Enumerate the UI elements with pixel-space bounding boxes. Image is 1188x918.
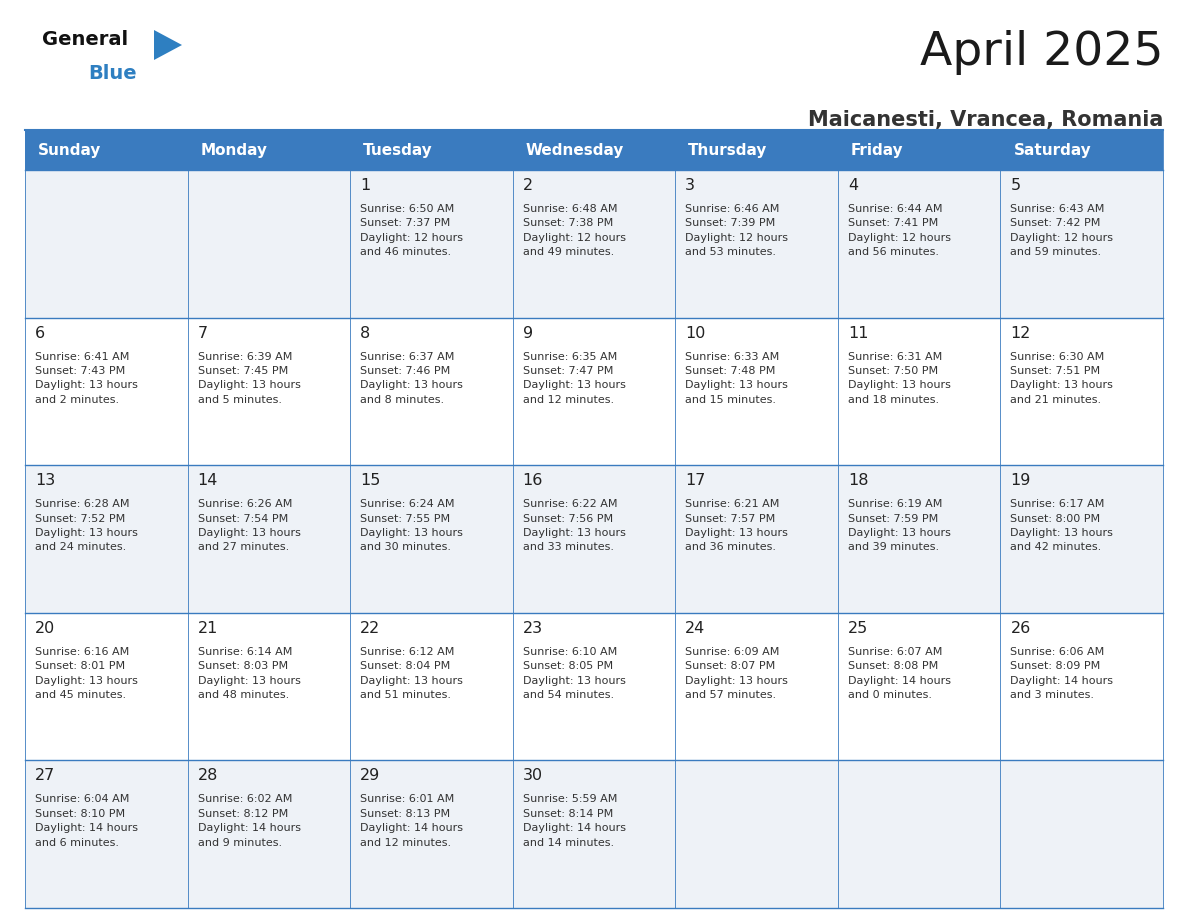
Text: General: General (42, 30, 128, 49)
Text: Sunrise: 6:04 AM
Sunset: 8:10 PM
Daylight: 14 hours
and 6 minutes.: Sunrise: 6:04 AM Sunset: 8:10 PM Dayligh… (34, 794, 138, 847)
Text: 22: 22 (360, 621, 380, 636)
Text: Sunrise: 6:48 AM
Sunset: 7:38 PM
Daylight: 12 hours
and 49 minutes.: Sunrise: 6:48 AM Sunset: 7:38 PM Dayligh… (523, 204, 626, 257)
Text: 18: 18 (848, 473, 868, 488)
Text: Sunrise: 6:10 AM
Sunset: 8:05 PM
Daylight: 13 hours
and 54 minutes.: Sunrise: 6:10 AM Sunset: 8:05 PM Dayligh… (523, 647, 626, 700)
Text: Sunrise: 6:06 AM
Sunset: 8:09 PM
Daylight: 14 hours
and 3 minutes.: Sunrise: 6:06 AM Sunset: 8:09 PM Dayligh… (1011, 647, 1113, 700)
Text: 9: 9 (523, 326, 533, 341)
Bar (25, 613, 1163, 760)
Text: 11: 11 (848, 326, 868, 341)
Text: Sunrise: 6:28 AM
Sunset: 7:52 PM
Daylight: 13 hours
and 24 minutes.: Sunrise: 6:28 AM Sunset: 7:52 PM Dayligh… (34, 499, 138, 553)
Text: 13: 13 (34, 473, 56, 488)
Text: Monday: Monday (201, 142, 267, 158)
Text: Sunrise: 6:46 AM
Sunset: 7:39 PM
Daylight: 12 hours
and 53 minutes.: Sunrise: 6:46 AM Sunset: 7:39 PM Dayligh… (685, 204, 789, 257)
Text: 20: 20 (34, 621, 56, 636)
Text: Sunrise: 6:33 AM
Sunset: 7:48 PM
Daylight: 13 hours
and 15 minutes.: Sunrise: 6:33 AM Sunset: 7:48 PM Dayligh… (685, 352, 788, 405)
Text: 5: 5 (1011, 178, 1020, 193)
Text: Sunrise: 6:39 AM
Sunset: 7:45 PM
Daylight: 13 hours
and 5 minutes.: Sunrise: 6:39 AM Sunset: 7:45 PM Dayligh… (197, 352, 301, 405)
Text: 3: 3 (685, 178, 695, 193)
Text: 10: 10 (685, 326, 706, 341)
Text: Blue: Blue (88, 64, 137, 83)
Text: Sunrise: 6:24 AM
Sunset: 7:55 PM
Daylight: 13 hours
and 30 minutes.: Sunrise: 6:24 AM Sunset: 7:55 PM Dayligh… (360, 499, 463, 553)
Text: 24: 24 (685, 621, 706, 636)
Text: 26: 26 (1011, 621, 1031, 636)
Text: 30: 30 (523, 768, 543, 783)
Bar (1000, 130, 1163, 170)
Text: 7: 7 (197, 326, 208, 341)
Text: 4: 4 (848, 178, 858, 193)
Text: Wednesday: Wednesday (526, 142, 624, 158)
Text: 16: 16 (523, 473, 543, 488)
Text: 8: 8 (360, 326, 371, 341)
Text: 21: 21 (197, 621, 217, 636)
Text: Sunrise: 6:17 AM
Sunset: 8:00 PM
Daylight: 13 hours
and 42 minutes.: Sunrise: 6:17 AM Sunset: 8:00 PM Dayligh… (1011, 499, 1113, 553)
Text: Sunrise: 6:21 AM
Sunset: 7:57 PM
Daylight: 13 hours
and 36 minutes.: Sunrise: 6:21 AM Sunset: 7:57 PM Dayligh… (685, 499, 788, 553)
Text: Sunrise: 6:43 AM
Sunset: 7:42 PM
Daylight: 12 hours
and 59 minutes.: Sunrise: 6:43 AM Sunset: 7:42 PM Dayligh… (1011, 204, 1113, 257)
Text: Sunrise: 6:26 AM
Sunset: 7:54 PM
Daylight: 13 hours
and 27 minutes.: Sunrise: 6:26 AM Sunset: 7:54 PM Dayligh… (197, 499, 301, 553)
Text: Sunrise: 6:02 AM
Sunset: 8:12 PM
Daylight: 14 hours
and 9 minutes.: Sunrise: 6:02 AM Sunset: 8:12 PM Dayligh… (197, 794, 301, 847)
Bar (513, 130, 675, 170)
Bar (25, 170, 1163, 318)
Text: Friday: Friday (851, 142, 904, 158)
Text: 27: 27 (34, 768, 56, 783)
Text: Sunrise: 6:31 AM
Sunset: 7:50 PM
Daylight: 13 hours
and 18 minutes.: Sunrise: 6:31 AM Sunset: 7:50 PM Dayligh… (848, 352, 950, 405)
Text: Sunrise: 6:16 AM
Sunset: 8:01 PM
Daylight: 13 hours
and 45 minutes.: Sunrise: 6:16 AM Sunset: 8:01 PM Dayligh… (34, 647, 138, 700)
Text: 23: 23 (523, 621, 543, 636)
Bar (25, 465, 1163, 613)
Text: 12: 12 (1011, 326, 1031, 341)
Polygon shape (154, 30, 182, 60)
Text: Sunrise: 6:35 AM
Sunset: 7:47 PM
Daylight: 13 hours
and 12 minutes.: Sunrise: 6:35 AM Sunset: 7:47 PM Dayligh… (523, 352, 626, 405)
Text: Sunrise: 6:07 AM
Sunset: 8:08 PM
Daylight: 14 hours
and 0 minutes.: Sunrise: 6:07 AM Sunset: 8:08 PM Dayligh… (848, 647, 950, 700)
Text: Sunrise: 6:30 AM
Sunset: 7:51 PM
Daylight: 13 hours
and 21 minutes.: Sunrise: 6:30 AM Sunset: 7:51 PM Dayligh… (1011, 352, 1113, 405)
Text: Sunrise: 6:41 AM
Sunset: 7:43 PM
Daylight: 13 hours
and 2 minutes.: Sunrise: 6:41 AM Sunset: 7:43 PM Dayligh… (34, 352, 138, 405)
Bar (25, 318, 1163, 465)
Text: Sunday: Sunday (38, 142, 101, 158)
Text: Sunrise: 6:01 AM
Sunset: 8:13 PM
Daylight: 14 hours
and 12 minutes.: Sunrise: 6:01 AM Sunset: 8:13 PM Dayligh… (360, 794, 463, 847)
Text: Sunrise: 6:19 AM
Sunset: 7:59 PM
Daylight: 13 hours
and 39 minutes.: Sunrise: 6:19 AM Sunset: 7:59 PM Dayligh… (848, 499, 950, 553)
Text: 28: 28 (197, 768, 217, 783)
Bar (188, 130, 350, 170)
Text: 15: 15 (360, 473, 380, 488)
Text: Sunrise: 6:44 AM
Sunset: 7:41 PM
Daylight: 12 hours
and 56 minutes.: Sunrise: 6:44 AM Sunset: 7:41 PM Dayligh… (848, 204, 950, 257)
Text: Sunrise: 6:12 AM
Sunset: 8:04 PM
Daylight: 13 hours
and 51 minutes.: Sunrise: 6:12 AM Sunset: 8:04 PM Dayligh… (360, 647, 463, 700)
Text: 1: 1 (360, 178, 371, 193)
Bar (25, 760, 1163, 908)
Text: 25: 25 (848, 621, 868, 636)
Text: Sunrise: 6:09 AM
Sunset: 8:07 PM
Daylight: 13 hours
and 57 minutes.: Sunrise: 6:09 AM Sunset: 8:07 PM Dayligh… (685, 647, 788, 700)
Text: Saturday: Saturday (1013, 142, 1092, 158)
Text: 29: 29 (360, 768, 380, 783)
Text: Sunrise: 6:22 AM
Sunset: 7:56 PM
Daylight: 13 hours
and 33 minutes.: Sunrise: 6:22 AM Sunset: 7:56 PM Dayligh… (523, 499, 626, 553)
Text: 14: 14 (197, 473, 217, 488)
Text: Sunrise: 6:37 AM
Sunset: 7:46 PM
Daylight: 13 hours
and 8 minutes.: Sunrise: 6:37 AM Sunset: 7:46 PM Dayligh… (360, 352, 463, 405)
Bar (675, 130, 838, 170)
Text: Sunrise: 6:50 AM
Sunset: 7:37 PM
Daylight: 12 hours
and 46 minutes.: Sunrise: 6:50 AM Sunset: 7:37 PM Dayligh… (360, 204, 463, 257)
Text: Tuesday: Tuesday (364, 142, 432, 158)
Text: Maicanesti, Vrancea, Romania: Maicanesti, Vrancea, Romania (808, 110, 1163, 130)
Text: Thursday: Thursday (688, 142, 767, 158)
Text: 19: 19 (1011, 473, 1031, 488)
Bar (838, 130, 1000, 170)
Text: 2: 2 (523, 178, 533, 193)
Text: 17: 17 (685, 473, 706, 488)
Bar (350, 130, 513, 170)
Text: April 2025: April 2025 (920, 30, 1163, 75)
Text: 6: 6 (34, 326, 45, 341)
Text: Sunrise: 6:14 AM
Sunset: 8:03 PM
Daylight: 13 hours
and 48 minutes.: Sunrise: 6:14 AM Sunset: 8:03 PM Dayligh… (197, 647, 301, 700)
Text: Sunrise: 5:59 AM
Sunset: 8:14 PM
Daylight: 14 hours
and 14 minutes.: Sunrise: 5:59 AM Sunset: 8:14 PM Dayligh… (523, 794, 626, 847)
Bar (25, 130, 188, 170)
